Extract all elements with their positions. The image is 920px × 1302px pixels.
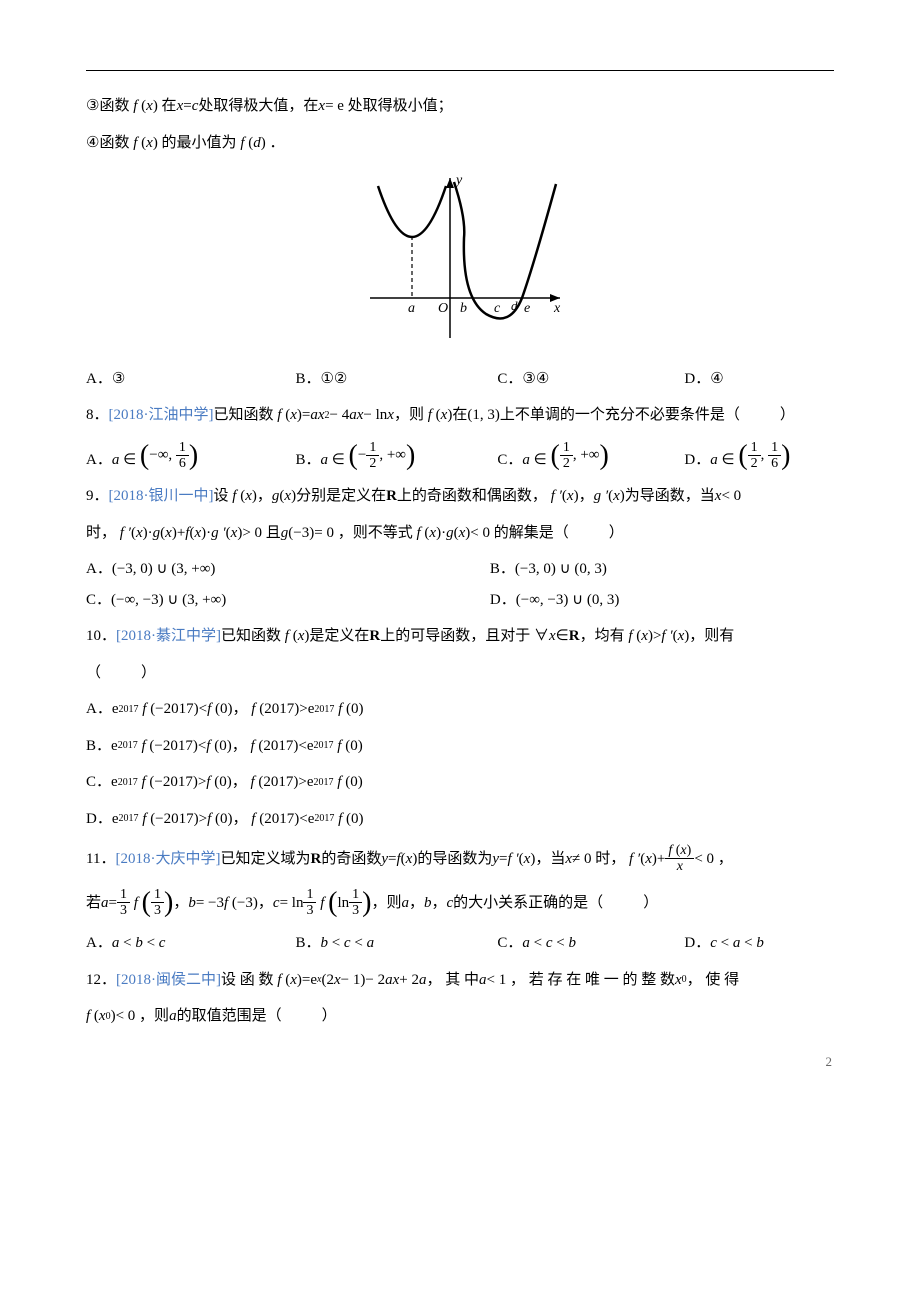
q12-stem2: f (x0) < 0 ，则 a 的取值范围是（） bbox=[86, 1005, 834, 1028]
derivative-graph: a O b c d e x y bbox=[86, 168, 834, 356]
q8-stem: 8．[2018·江油中学]已知函数 f (x) = ax2 − 4ax − ln… bbox=[86, 404, 834, 427]
svg-text:e: e bbox=[524, 301, 530, 316]
svg-text:O: O bbox=[438, 301, 448, 316]
q12-stem1: 12．[2018·闽侯二中] 设 函 数 f (x) = ex(2x − 1) … bbox=[86, 969, 834, 992]
svg-text:b: b bbox=[460, 301, 467, 316]
source-tag: [2018·闽侯二中] bbox=[116, 969, 221, 992]
source-tag: [2018·银川一中] bbox=[109, 485, 214, 508]
q7-options: A．③ B．①② C．③④ D．④ bbox=[86, 368, 834, 391]
source-tag: [2018·綦江中学] bbox=[116, 625, 221, 648]
statement-3: ③函数 f (x) 在 x = c 处取得极大值，在 x = e 处取得极小值； bbox=[86, 95, 834, 118]
q8-options: A．a ∈ (−∞, 16) B．a ∈ (−12, +∞) C．a ∈ (12… bbox=[86, 441, 834, 472]
svg-text:x: x bbox=[553, 301, 561, 316]
option-label: C． bbox=[497, 371, 522, 387]
q10-B: B．e2017 f (−2017) < f (0)， f (2017) < e2… bbox=[86, 735, 834, 758]
q9-stem1: 9．[2018·银川一中]设 f (x)，g(x) 分别是定义在 R 上的奇函数… bbox=[86, 485, 834, 508]
svg-text:c: c bbox=[494, 301, 501, 316]
svg-text:d: d bbox=[511, 298, 518, 313]
option-label: A． bbox=[86, 371, 112, 387]
q11-options: A．a < b < c B．b < c < a C．a < c < b D．c … bbox=[86, 932, 834, 955]
svg-text:y: y bbox=[454, 173, 463, 188]
q10-blank: （） bbox=[86, 662, 834, 685]
q10-D: D．e2017 f (−2017) > f (0)， f (2017) < e2… bbox=[86, 808, 834, 831]
statement-4: ④函数 f (x) 的最小值为 f (d) ． bbox=[86, 132, 834, 155]
header-rule bbox=[86, 70, 834, 71]
source-tag: [2018·江油中学] bbox=[109, 404, 214, 427]
q9-options-ab: A．(−3, 0) ∪ (3, +∞) B．(−3, 0) ∪ (0, 3) bbox=[86, 558, 834, 581]
q9-stem2: 时， f ′(x)·g(x) + f(x)·g ′(x) > 0 且 g(−3)… bbox=[86, 522, 834, 545]
option-label: B． bbox=[295, 371, 320, 387]
option-label: D． bbox=[684, 371, 710, 387]
q9-options-cd: C．(−∞, −3) ∪ (3, +∞) D．(−∞, −3) ∪ (0, 3) bbox=[86, 589, 834, 612]
q10-C: C．e2017 f (−2017) > f (0)， f (2017) > e2… bbox=[86, 771, 834, 794]
q10-A: A．e2017 f (−2017) < f (0)， f (2017) > e2… bbox=[86, 698, 834, 721]
q10-stem: 10．[2018·綦江中学]已知函数 f (x) 是定义在 R 上的可导函数，且… bbox=[86, 625, 834, 648]
source-tag: [2018·大庆中学] bbox=[115, 848, 220, 871]
q11-stem2: 若 a = 13 f (13)，b = −3f (−3)，c = ln13 f … bbox=[86, 888, 834, 918]
page-number: 2 bbox=[86, 1052, 834, 1072]
svg-text:a: a bbox=[408, 301, 415, 316]
q11-stem1: 11．[2018·大庆中学]已知定义域为 R 的奇函数 y = f(x) 的导函… bbox=[86, 844, 834, 874]
